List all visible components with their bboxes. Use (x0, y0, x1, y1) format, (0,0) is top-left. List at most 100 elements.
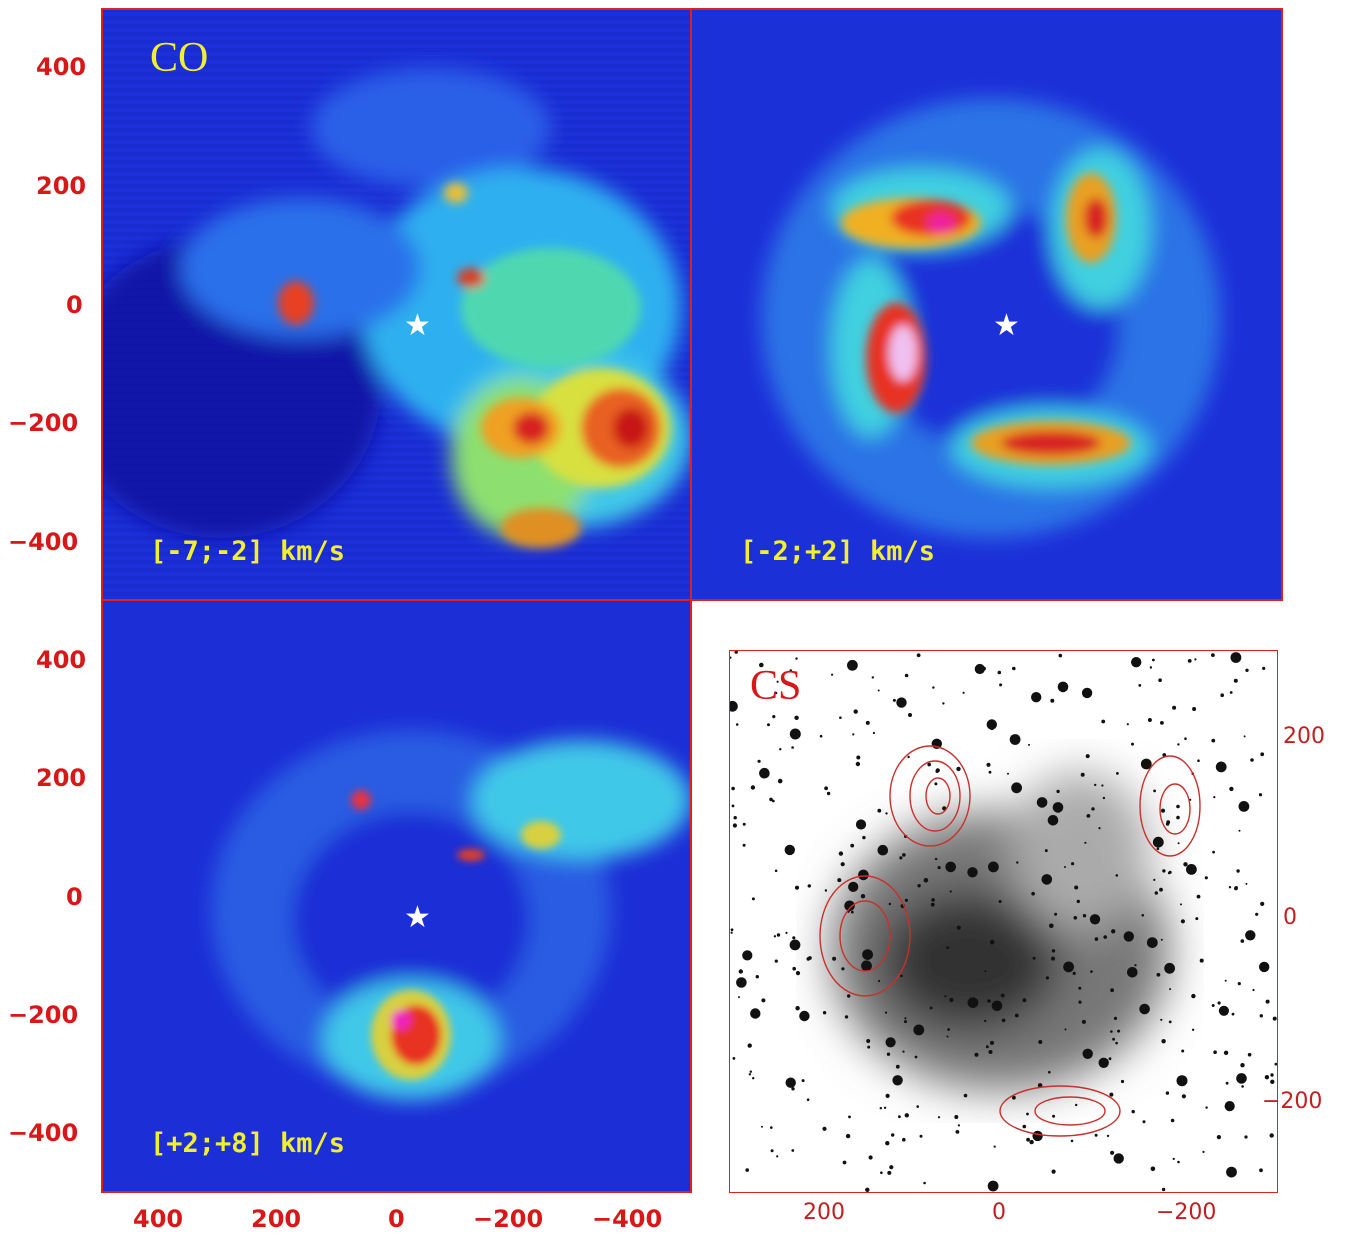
field-star (757, 759, 761, 763)
field-star (1241, 1085, 1244, 1088)
field-star (1172, 705, 1177, 710)
field-star (944, 995, 947, 998)
field-star (919, 1134, 923, 1138)
field-star (761, 1125, 763, 1128)
field-star (1103, 935, 1107, 939)
field-star (1274, 1062, 1277, 1066)
field-star (923, 878, 929, 883)
field-star (1258, 793, 1263, 797)
field-star (1160, 721, 1164, 725)
field-star (891, 1133, 895, 1137)
field-star (987, 1180, 999, 1192)
field-star (1081, 687, 1093, 699)
field-star (1213, 1050, 1217, 1054)
field-star (1226, 1166, 1237, 1178)
field-star (1156, 972, 1161, 977)
field-star (1194, 658, 1197, 661)
field-star (946, 946, 949, 949)
field-star (1049, 923, 1054, 929)
field-star (986, 719, 997, 730)
field-star (770, 1149, 774, 1153)
field-star (856, 755, 861, 760)
field-star (1064, 1028, 1067, 1031)
field-star (1262, 666, 1266, 670)
field-star (1038, 1040, 1043, 1044)
field-star (937, 866, 941, 870)
field-star (806, 1098, 810, 1101)
y-tick-label: 0 (66, 291, 83, 319)
field-star (1139, 1003, 1150, 1015)
field-star (1159, 887, 1163, 892)
field-star (861, 960, 872, 972)
field-star (927, 762, 931, 767)
field-star (1001, 1018, 1006, 1023)
field-star (1051, 949, 1056, 953)
field-star (779, 748, 782, 751)
field-star (988, 1050, 993, 1054)
field-star (902, 1050, 905, 1053)
field-star (1113, 1153, 1124, 1164)
field-star (1110, 1150, 1115, 1155)
field-star (929, 1006, 933, 1010)
cs-title: CS (750, 663, 802, 709)
field-star (1245, 668, 1249, 672)
field-star (1031, 692, 1042, 703)
field-star (1036, 797, 1048, 808)
field-star (885, 1037, 896, 1048)
field-star (990, 726, 994, 731)
velocity-label-bottom-left: [+2;+8] km/s (150, 1128, 346, 1159)
field-star (1026, 1137, 1030, 1142)
field-star (949, 890, 952, 893)
field-star (923, 1181, 926, 1185)
field-star (1160, 938, 1163, 941)
field-star (1131, 1109, 1135, 1114)
field-star (1032, 1130, 1043, 1142)
field-star (1070, 1139, 1074, 1143)
field-star (988, 770, 992, 774)
x-tick-label: 0 (388, 1205, 405, 1233)
star-icon: ★ (993, 308, 1020, 343)
field-star (1181, 1049, 1185, 1053)
field-star (1080, 772, 1085, 777)
field-star (1152, 658, 1155, 662)
field-star (1031, 891, 1035, 896)
field-star (1260, 901, 1265, 906)
field-star (806, 957, 811, 961)
cs-optical-image (730, 651, 1277, 1192)
field-star (1072, 971, 1076, 975)
field-star (860, 894, 866, 899)
field-star (974, 663, 985, 675)
y-tick-label: 0 (66, 883, 83, 911)
field-star (1115, 1041, 1118, 1045)
field-star (774, 691, 778, 695)
field-star (1057, 681, 1069, 693)
field-star (742, 950, 753, 961)
field-star (1116, 772, 1119, 775)
field-star (962, 691, 965, 694)
field-star (967, 867, 978, 878)
field-star (1032, 956, 1036, 960)
field-star (1245, 882, 1248, 885)
cs-x-tick-label: 0 (992, 1200, 1006, 1225)
field-star (776, 933, 781, 937)
co-map-image (101, 8, 691, 600)
field-star (1084, 841, 1087, 844)
co-map-image (101, 600, 691, 1192)
field-star (1272, 1016, 1277, 1021)
field-star (776, 1155, 779, 1158)
field-star (1089, 914, 1101, 925)
field-star (1082, 914, 1087, 918)
field-star (984, 1019, 987, 1023)
field-star (1202, 1150, 1205, 1153)
field-star (957, 1124, 960, 1127)
y-tick-label: −200 (8, 1001, 79, 1029)
field-star (742, 843, 746, 847)
field-star (1162, 869, 1166, 873)
field-star (840, 862, 845, 867)
field-star (907, 755, 910, 759)
field-star (1191, 993, 1196, 999)
field-star (1102, 796, 1106, 800)
y-tick-label: −400 (8, 1119, 79, 1147)
field-star (1225, 1081, 1229, 1085)
y-tick-label: −400 (8, 528, 79, 556)
